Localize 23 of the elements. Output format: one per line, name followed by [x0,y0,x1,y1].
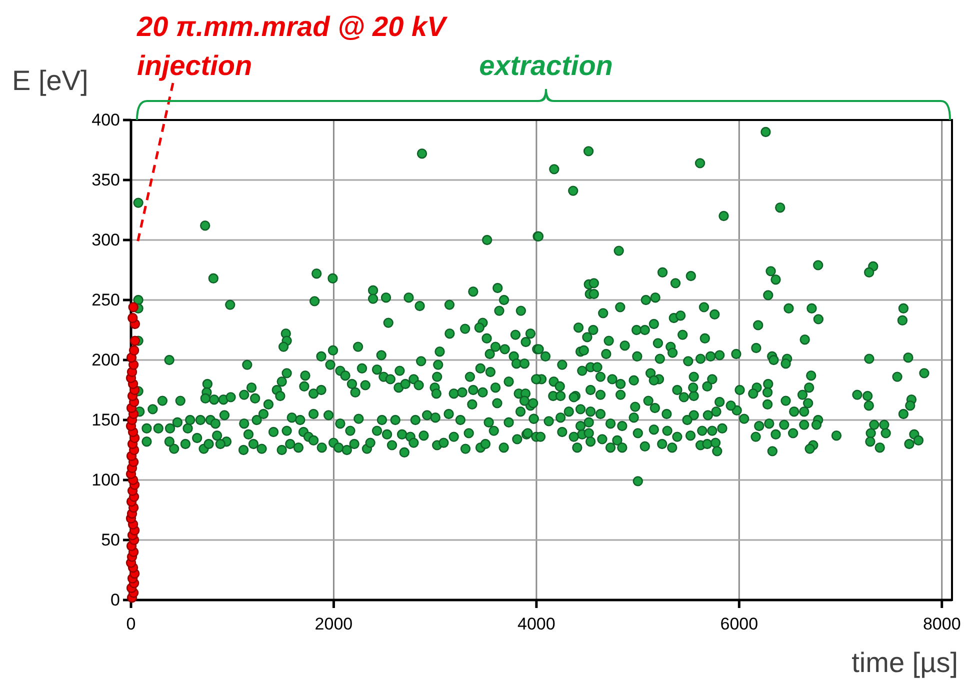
y-tick-label: 100 [92,470,120,490]
x-axis-title: time [µs] [852,647,958,678]
point [130,336,140,346]
y-tick-label: 200 [92,350,120,370]
y-tick-label: 250 [92,290,120,310]
y-axis-title: E [eV] [12,65,88,96]
text: 20 π.mm.mrad @ 20 kV [136,11,448,42]
text: injection [137,50,252,81]
point [128,312,138,324]
y-tick-label: 300 [92,230,120,250]
x-tick-label: 0 [126,614,136,634]
x-tick-label: 8000 [922,614,961,634]
point [128,302,138,312]
y-tick-label: 400 [92,110,120,130]
point [128,345,140,356]
x-tick-label: 6000 [720,614,758,634]
text: extraction [479,50,613,81]
y-tick-label: 0 [110,590,120,610]
y-tick-label: 350 [92,170,120,190]
x-tick-label: 4000 [518,614,556,634]
x-tick-label: 2000 [314,614,353,634]
y-tick-label: 50 [101,530,120,550]
y-tick-label: 150 [92,410,120,430]
